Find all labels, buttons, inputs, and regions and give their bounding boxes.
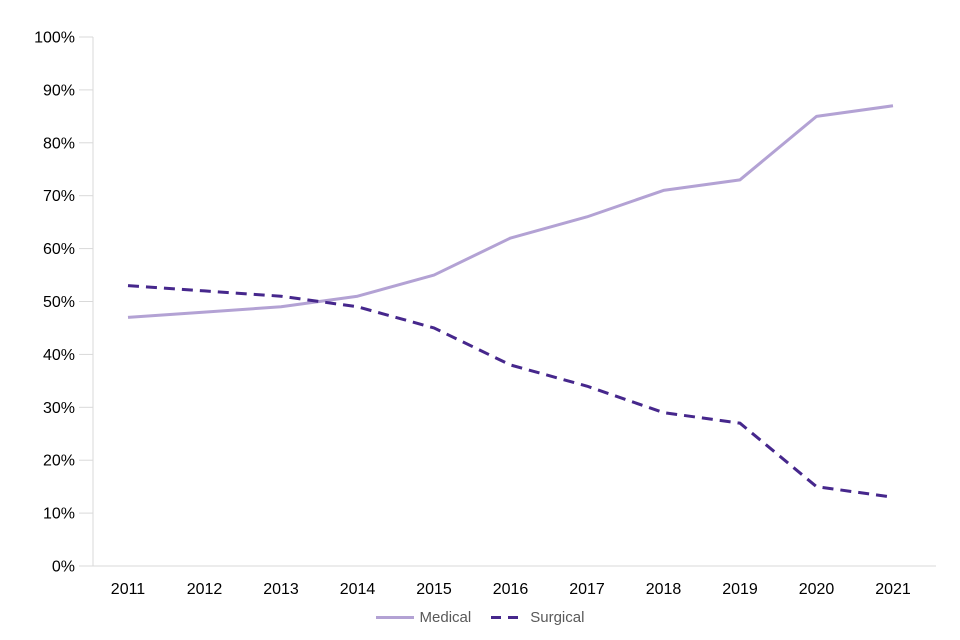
y-axis-tick-label: 50% <box>43 294 75 311</box>
x-axis-label: 2021 <box>875 581 911 598</box>
x-axis-label: 2019 <box>722 581 758 598</box>
x-axis-label: 2014 <box>340 581 376 598</box>
legend-item-medical: Medical <box>375 608 472 626</box>
y-axis-tick-label: 40% <box>43 347 75 364</box>
y-axis-tick-label: 70% <box>43 188 75 205</box>
x-axis-label: 2015 <box>416 581 452 598</box>
y-axis-tick-label: 30% <box>43 400 75 417</box>
x-axis-label: 2012 <box>187 581 223 598</box>
x-axis-label: 2018 <box>646 581 682 598</box>
x-axis-label: 2016 <box>493 581 529 598</box>
legend-label-surgical: Surgical <box>530 608 585 626</box>
medical-line-swatch <box>375 615 414 619</box>
x-axis-label: 2011 <box>111 581 146 598</box>
chart-legend: Medical Surgical <box>0 604 960 630</box>
y-axis-tick-label: 60% <box>43 241 75 258</box>
x-axis-label: 2020 <box>799 581 835 598</box>
y-axis-tick-label: 80% <box>43 135 75 152</box>
y-axis-tick-label: 100% <box>34 30 75 47</box>
x-axis-label: 2013 <box>263 581 299 598</box>
y-axis-tick-label: 90% <box>43 82 75 99</box>
surgical-line-swatch <box>491 615 525 619</box>
y-axis-tick-label: 20% <box>43 453 75 470</box>
legend-label-medical: Medical <box>419 608 472 626</box>
y-axis-tick-label: 0% <box>52 559 75 576</box>
legend-item-surgical: Surgical <box>491 610 584 625</box>
surgical-series-line <box>127 284 894 499</box>
medical-series-line <box>127 104 894 319</box>
y-axis-tick-label: 10% <box>43 506 75 523</box>
x-axis-label: 2017 <box>569 581 605 598</box>
